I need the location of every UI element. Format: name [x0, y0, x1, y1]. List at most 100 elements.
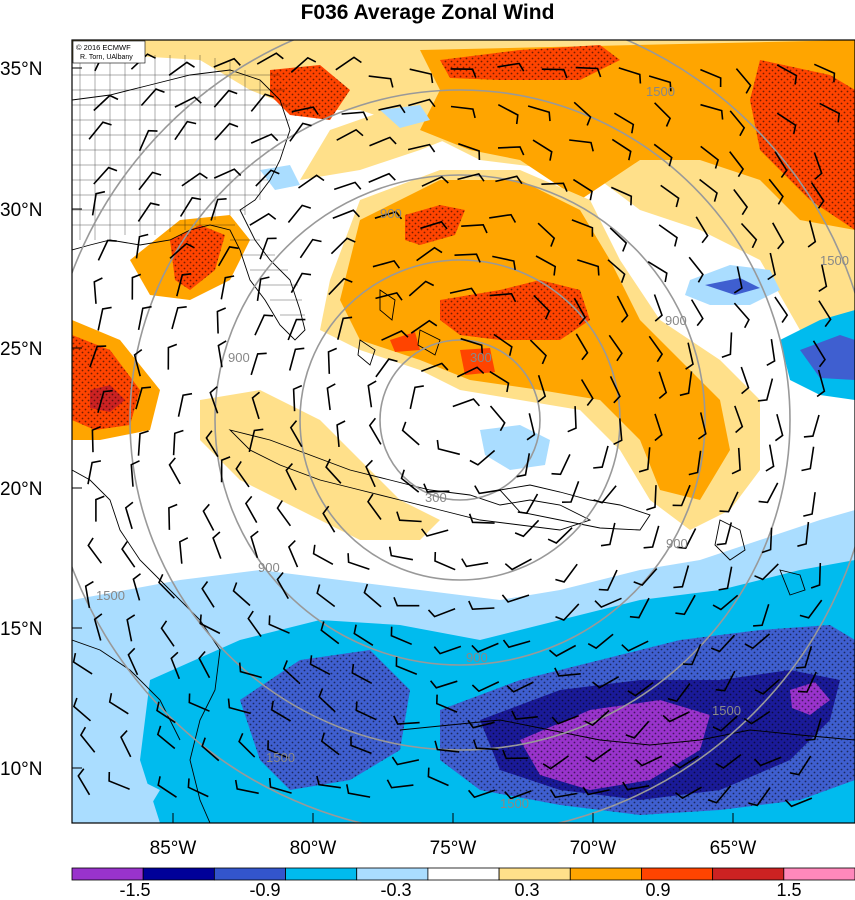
- wind-barb: [511, 710, 538, 720]
- colorbar-swatch: [71, 867, 144, 881]
- wind-barb: [395, 656, 418, 676]
- wind-barb: [658, 371, 668, 400]
- wind-barb: [421, 175, 449, 187]
- wind-barb: [227, 698, 251, 715]
- wind-barb: [93, 166, 118, 185]
- wind-barb: [654, 413, 663, 442]
- ring-label-1500-d: 1500: [712, 703, 741, 718]
- wind-barb: [201, 581, 215, 608]
- wind-barb: [328, 277, 353, 296]
- wind-barb: [309, 655, 331, 676]
- wind-barb: [423, 483, 450, 493]
- wind-barb: [353, 624, 374, 646]
- wind-barb: [600, 522, 616, 547]
- wind-barb: [796, 645, 813, 669]
- wind-barb: [393, 715, 420, 725]
- wind-barb: [220, 456, 231, 483]
- ring-label-1500-f: 1500: [646, 84, 675, 99]
- wind-barb: [622, 781, 650, 791]
- wind-barb: [667, 683, 691, 703]
- wind-barb: [409, 385, 424, 410]
- wind-barb: [386, 779, 414, 789]
- wind-barb: [320, 621, 340, 645]
- wind-barb: [492, 255, 516, 271]
- colorbar-swatch: [427, 867, 500, 881]
- wind-barb: [716, 522, 733, 546]
- wind-barb: [351, 663, 373, 685]
- wind-barb: [688, 256, 704, 283]
- wind-barb: [675, 786, 702, 800]
- map-border: [71, 39, 855, 824]
- wind-barb: [758, 482, 779, 504]
- wind-barb: [700, 103, 724, 120]
- wind-barb: [288, 347, 305, 371]
- wind-barb: [276, 571, 289, 599]
- lat-label-30n: 30°N: [0, 200, 42, 221]
- wind-barb: [299, 238, 322, 259]
- wind-barb: [198, 650, 211, 679]
- wind-barb: [209, 386, 219, 414]
- wind-barb: [754, 563, 779, 581]
- wind-barb: [542, 755, 569, 770]
- wind-barb: [715, 670, 736, 692]
- wind-barb: [629, 597, 650, 619]
- colorbar-label-0.3: 0.3: [514, 880, 539, 900]
- wind-barb: [731, 447, 741, 475]
- wind-barb: [168, 61, 195, 76]
- wind-barb: [541, 68, 568, 79]
- wind-barb: [551, 454, 571, 476]
- wind-barb: [613, 112, 635, 134]
- wind-barb: [715, 753, 742, 769]
- wind-barb: [372, 259, 401, 269]
- wind-barb: [634, 755, 663, 767]
- wind-barb: [593, 445, 609, 469]
- lat-label-10n: 10°N: [0, 759, 42, 780]
- wind-barb: [627, 681, 654, 697]
- wind-barb: [813, 152, 823, 180]
- wind-barb: [533, 294, 551, 320]
- wind-barb: [267, 740, 289, 759]
- wind-barb: [130, 53, 156, 70]
- colorbar-swatch: [213, 867, 286, 881]
- wind-barb: [571, 219, 594, 237]
- wind-barb: [468, 513, 495, 524]
- map-title: F036 Average Zonal Wind: [300, 1, 555, 24]
- wind-barb: [774, 413, 784, 442]
- longitude-axis: 85°W 80°W 75°W 70°W 65°W: [150, 813, 757, 859]
- wind-barb: [468, 600, 495, 611]
- wind-barb: [653, 143, 673, 167]
- wind-barb: [168, 457, 181, 485]
- lon-label-65w: 65°W: [710, 838, 757, 859]
- wind-barb: [212, 531, 222, 559]
- wind-barb: [471, 681, 500, 693]
- wind-barb: [776, 112, 797, 135]
- wind-barb: [454, 253, 481, 263]
- wind-barb: [529, 339, 547, 365]
- wind-barb: [721, 332, 733, 358]
- wind-barb: [718, 566, 733, 591]
- wind-barb: [367, 493, 382, 520]
- wind-barb: [287, 204, 312, 224]
- wind-barb: [733, 266, 743, 294]
- wind-barb: [322, 505, 336, 533]
- wind-barb: [660, 184, 680, 208]
- wind-barb: [93, 94, 119, 112]
- wind-barb: [199, 614, 221, 635]
- wind-barb: [501, 594, 530, 603]
- wind-barb: [662, 711, 690, 723]
- wind-barb: [287, 318, 306, 341]
- wind-barb: [138, 129, 158, 152]
- wind-barb: [320, 732, 340, 756]
- colorbar-label-neg0.9: -0.9: [249, 880, 280, 900]
- wind-barb: [489, 370, 510, 393]
- wind-barb: [733, 302, 750, 329]
- credit-line-2: R. Torn, UAlbany: [80, 54, 133, 61]
- wind-barb: [93, 613, 103, 641]
- wind-barb: [79, 726, 96, 753]
- wind-barb: [363, 583, 382, 608]
- wind-barb: [336, 420, 346, 447]
- wind-barb: [675, 594, 696, 616]
- ring-label-900-c: 900: [258, 560, 280, 575]
- wind-barb: [672, 755, 699, 769]
- wind-barb: [378, 104, 406, 114]
